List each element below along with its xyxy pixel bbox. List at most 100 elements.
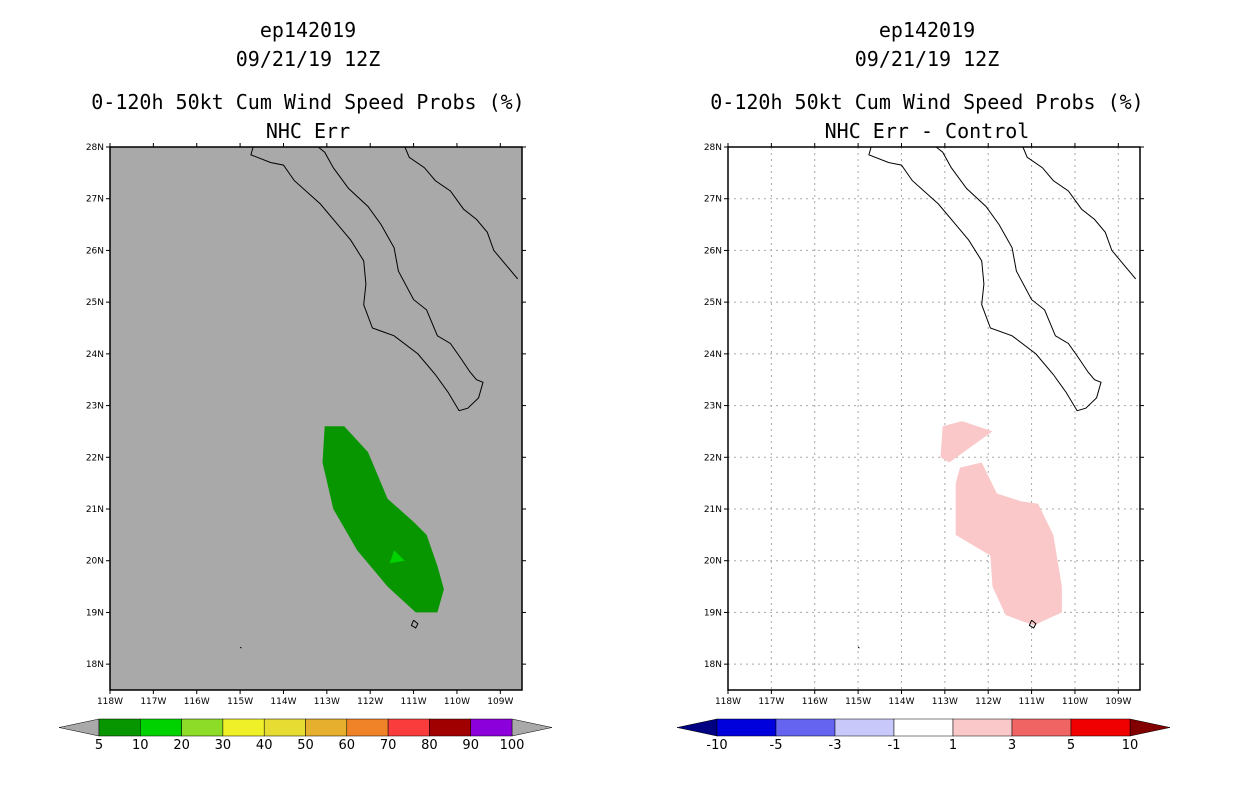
left-title-storm-id: ep142019: [259, 18, 357, 42]
coastline-mainland: [1022, 146, 1137, 280]
x-tick-label: 112W: [975, 697, 1001, 707]
y-tick-label: 25N: [704, 298, 722, 308]
colorbar-swatch: [181, 718, 224, 737]
colorbar-extend-high: [511, 718, 553, 737]
colorbar-label: 90: [462, 738, 479, 753]
x-tick-label: 117W: [758, 697, 784, 707]
map-frame: [109, 146, 523, 691]
x-tick-label: 116W: [184, 697, 210, 707]
x-tick-label: 116W: [802, 697, 828, 707]
colorbar-swatch: [263, 718, 306, 737]
right-map-panel: 18N 19N 20N 21N 22N 23N 24N 25N 26N 27N 28N 118W 117…: [704, 143, 1144, 707]
colorbar-swatch: [98, 718, 141, 737]
left-colorbar: 5 10 20 30 40 50 60 70 80 90 100: [58, 718, 553, 753]
coastline-baja: [868, 146, 1102, 412]
coastline-baja: [250, 146, 484, 412]
colorbar-swatch: [470, 718, 513, 737]
probability-region: [940, 421, 993, 463]
y-tick-label: 28N: [704, 143, 722, 153]
colorbar-label: 10: [1122, 738, 1139, 753]
x-tick-label: 117W: [140, 697, 166, 707]
colorbar-label: 40: [256, 738, 273, 753]
y-tick-label: 18N: [86, 660, 104, 670]
x-tick-label: 113W: [932, 697, 958, 707]
left-title-model: NHC Err: [265, 119, 351, 143]
colorbar-label: -1: [888, 738, 901, 753]
y-tick-label: 20N: [704, 557, 722, 567]
y-tick-label: 28N: [86, 143, 104, 153]
colorbar-label: 5: [1067, 738, 1075, 753]
colorbar-swatch: [834, 718, 895, 737]
x-tick-label: 113W: [314, 697, 340, 707]
right-title-product: 0-120h 50kt Cum Wind Speed Probs (%): [710, 90, 1144, 114]
colorbar-label: 10: [132, 738, 149, 753]
y-tick-label: 23N: [86, 402, 104, 412]
colorbar-label: 80: [421, 738, 438, 753]
x-tick-label: 110W: [444, 697, 470, 707]
right-title-date: 09/21/19 12Z: [854, 47, 1000, 71]
y-tick-label: 26N: [704, 246, 722, 256]
colorbar-label: 3: [1008, 738, 1016, 753]
colorbar-label: 1: [949, 738, 957, 753]
y-tick-label: 22N: [704, 453, 722, 463]
coastline-island: [239, 646, 242, 649]
x-tick-label: 114W: [888, 697, 914, 707]
y-tick-label: 23N: [704, 402, 722, 412]
colorbar-label: -5: [770, 738, 783, 753]
colorbar-label: 100: [500, 738, 525, 753]
colorbar-label: 70: [380, 738, 397, 753]
y-tick-label: 24N: [704, 350, 722, 360]
y-tick-label: 19N: [704, 608, 722, 618]
colorbar-label: 20: [173, 738, 190, 753]
x-tick-label: 118W: [715, 697, 741, 707]
y-tick-label: 18N: [704, 660, 722, 670]
colorbar-label: -10: [706, 738, 727, 753]
coastline-island: [857, 646, 860, 649]
x-tick-label: 110W: [1062, 697, 1088, 707]
probability-region: [322, 426, 444, 613]
x-tick-label: 111W: [1019, 697, 1045, 707]
colorbar-swatch: [1070, 718, 1131, 737]
colorbar-label: -3: [829, 738, 842, 753]
colorbar-swatch: [346, 718, 389, 737]
y-tick-label: 19N: [86, 608, 104, 618]
coastline-island: [1028, 619, 1037, 629]
x-tick-label: 118W: [97, 697, 123, 707]
colorbar-swatch: [222, 718, 265, 737]
colorbar-swatch: [140, 718, 182, 737]
coastline-mainland: [404, 146, 519, 280]
right-title-model: NHC Err - Control: [824, 119, 1030, 143]
y-tick-label: 22N: [86, 453, 104, 463]
y-tick-label: 27N: [86, 195, 104, 205]
colorbar-swatch: [716, 718, 777, 737]
colorbar-label: 60: [339, 738, 356, 753]
x-tick-label: 109W: [487, 697, 513, 707]
y-tick-label: 20N: [86, 557, 104, 567]
y-tick-label: 25N: [86, 298, 104, 308]
colorbar-swatch: [952, 718, 1013, 737]
colorbar-extend-low: [58, 718, 100, 737]
y-tick-label: 27N: [704, 195, 722, 205]
left-title-product: 0-120h 50kt Cum Wind Speed Probs (%): [91, 90, 525, 114]
colorbar-swatch: [775, 718, 836, 737]
probability-region: [955, 462, 1062, 626]
left-title-date: 09/21/19 12Z: [235, 47, 381, 71]
colorbar-label: 50: [297, 738, 314, 753]
colorbar-extend-low: [676, 718, 718, 737]
colorbar-swatch: [429, 718, 471, 737]
y-tick-label: 21N: [704, 505, 722, 515]
y-tick-label: 24N: [86, 350, 104, 360]
x-tick-label: 115W: [845, 697, 871, 707]
colorbar-swatch: [1011, 718, 1072, 737]
colorbar-extend-high: [1129, 718, 1171, 737]
map-background: [728, 147, 1140, 690]
x-tick-label: 111W: [401, 697, 427, 707]
colorbar-swatch: [893, 718, 954, 737]
colorbar-swatch: [305, 718, 348, 737]
colorbar-label: 5: [95, 738, 103, 753]
x-tick-label: 109W: [1105, 697, 1131, 707]
y-tick-label: 21N: [86, 505, 104, 515]
colorbar-swatch: [387, 718, 430, 737]
x-tick-label: 114W: [270, 697, 296, 707]
